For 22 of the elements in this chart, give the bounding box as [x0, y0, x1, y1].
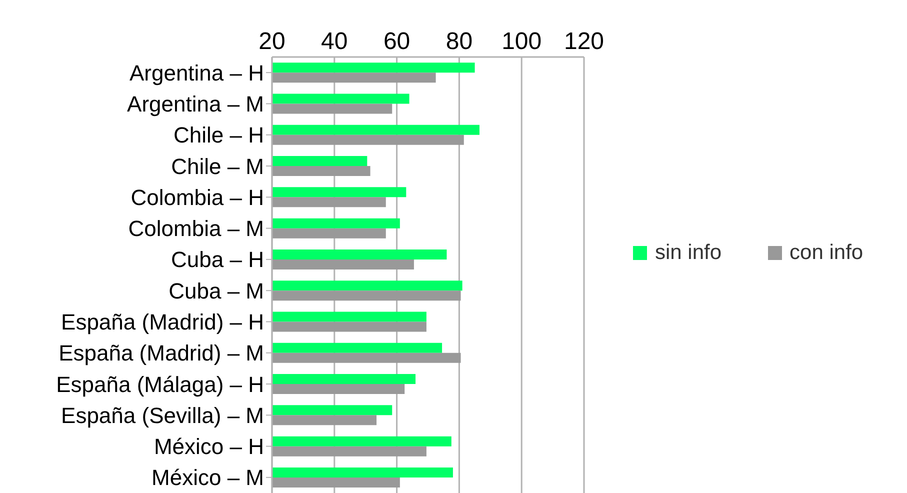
y-tick-label: Chile – H — [174, 122, 264, 148]
y-tick-label: Cuba – M — [168, 278, 264, 304]
y-tick-label: México – M — [152, 465, 264, 490]
y-tick-label: Argentina – H — [129, 60, 264, 86]
y-tick-label: México – H — [154, 434, 264, 460]
y-tick-label: España (Madrid) – M — [58, 340, 264, 366]
y-tick-label: España (Madrid) – H — [61, 310, 264, 335]
legend-label: sin info — [655, 241, 722, 265]
x-tick-label: 80 — [446, 28, 473, 55]
x-tick-label: 60 — [383, 28, 410, 55]
y-tick-label: Colombia – H — [130, 184, 264, 210]
legend-label: con info — [790, 241, 864, 265]
x-tick-label: 120 — [564, 28, 604, 55]
y-tick-label: España (Sevilla) – M — [61, 402, 264, 428]
y-tick-label: España (Málaga) – H — [56, 372, 264, 397]
y-tick-label: Colombia – M — [128, 216, 264, 242]
y-tick-label: Argentina – M — [127, 92, 264, 117]
x-tick-label: 20 — [258, 28, 286, 55]
x-tick-label: 100 — [502, 28, 542, 55]
y-tick-label: Cuba – H — [171, 247, 264, 272]
x-tick-label: 40 — [321, 28, 348, 55]
y-tick-label: Chile – M — [171, 154, 264, 179]
